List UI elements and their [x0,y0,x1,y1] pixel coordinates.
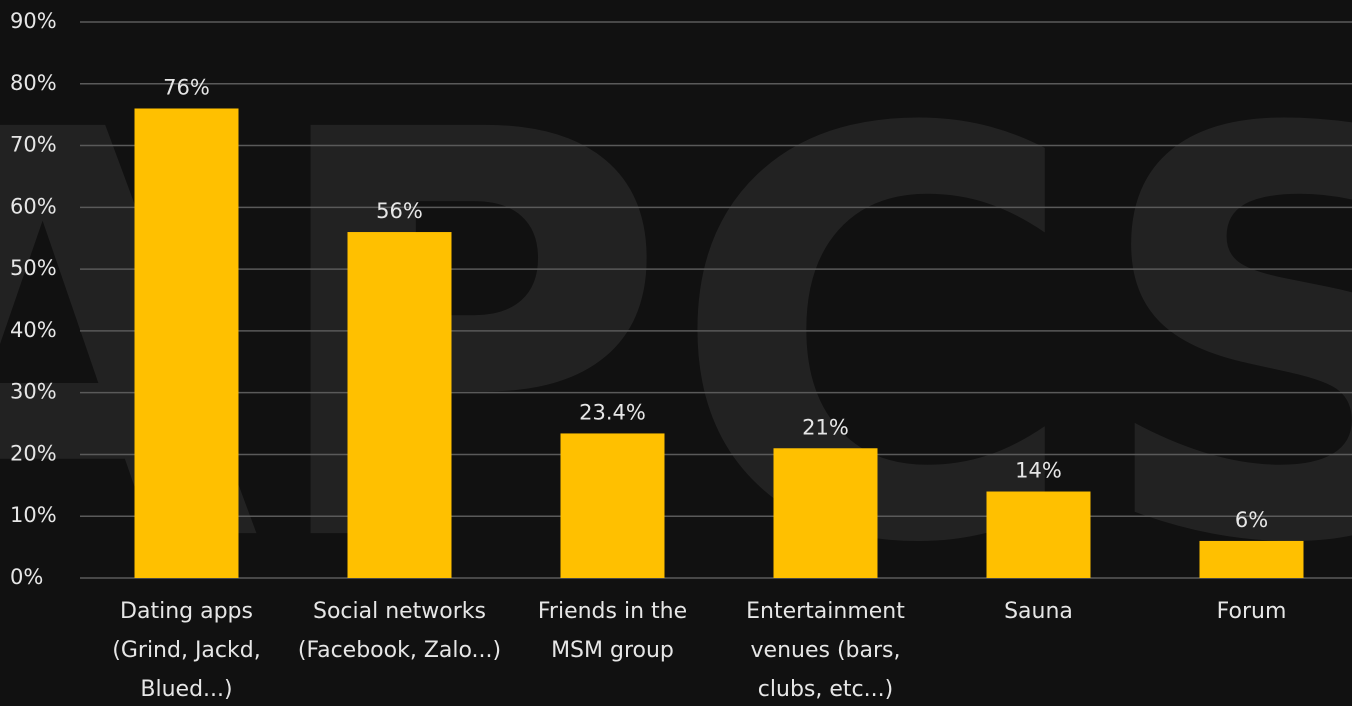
value-label: 6% [1235,508,1268,532]
y-tick-label: 60% [10,194,57,218]
y-tick-label: 30% [10,380,57,404]
value-label: 21% [802,415,849,439]
bar [1199,540,1304,578]
value-label: 14% [1015,459,1062,483]
y-tick-label: 70% [10,133,57,157]
x-tick-label: Social networks (Facebook, Zalo...) [297,599,502,663]
y-tick-label: 20% [10,441,57,465]
y-tick-label: 90% [10,9,57,33]
value-label: 23.4% [579,400,646,424]
x-tick-label: Forum [1216,599,1287,624]
y-tick-label: 0% [10,565,43,589]
bar [347,232,452,579]
bar [773,448,878,578]
y-tick-label: 50% [10,256,57,280]
bar [560,433,665,578]
x-tick-label: Friends in the MSM group [537,599,688,663]
bar [134,108,239,578]
x-tick-label: Entertainment venues (bars, clubs, etc..… [746,599,905,702]
value-label: 76% [163,75,210,99]
bar [986,491,1091,578]
y-tick-label: 40% [10,318,57,342]
y-tick-label: 10% [10,503,57,527]
value-label: 56% [376,199,423,223]
y-tick-label: 80% [10,71,57,95]
x-tick-label: Dating apps (Grind, Jackd, Blued...) [112,599,261,702]
x-tick-label: Sauna [1004,599,1073,624]
